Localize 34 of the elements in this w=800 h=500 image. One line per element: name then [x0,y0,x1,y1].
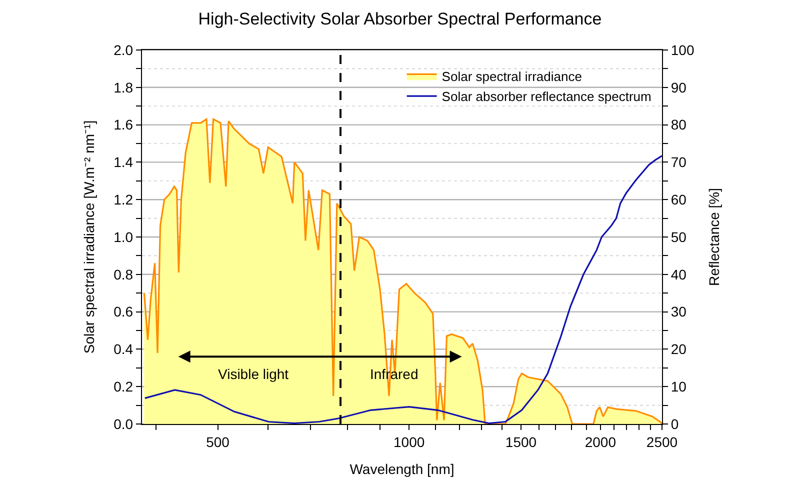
x-tick-label: 2000 [584,434,616,450]
y2-tick-label: 40 [670,266,687,282]
y2-tick-label: 80 [670,116,687,133]
x-tick-label: 1000 [394,434,425,450]
x-tick-label: 500 [206,434,230,450]
y2-tick-label: 70 [670,154,687,170]
y2-tick-label: 60 [670,192,687,208]
y-tick-label: 0.4 [114,341,134,358]
y-tick-label: 1.2 [114,192,134,208]
chart-title: High-Selectivity Solar Absorber Spectral Performance [198,9,602,28]
y2-tick-label: 0 [670,416,679,432]
annotation: Visible light [218,366,289,382]
y2-axis-title: Reflectance [%] [706,188,722,286]
y-tick-label: 0.8 [114,266,134,282]
y-tick-label: 1.0 [114,228,134,245]
x-tick-label: 2500 [646,434,678,450]
y-tick-label: 0.2 [114,378,134,394]
legend-label: Solar absorber reflectance spectrum [442,89,652,104]
y-axis-title: Solar spectral irradiance [W.m⁻² nm⁻¹] [81,120,98,354]
y-tick-label: 0.0 [114,416,134,432]
y2-tick-label: 10 [670,378,687,394]
y2-tick-label: 90 [670,79,687,96]
y-tick-label: 1.6 [114,116,134,133]
y-tick-label: 2.0 [114,42,134,58]
x-tick-label: 1500 [505,434,537,450]
y2-tick-label: 20 [670,341,687,358]
y-tick-label: 1.4 [114,154,134,170]
legend-label: Solar spectral irradiance [442,69,582,84]
x-axis-title: Wavelength [nm] [350,461,454,478]
y2-tick-label: 100 [670,42,694,58]
y-tick-label: 0.6 [114,304,134,320]
y2-tick-label: 30 [670,304,687,320]
y2-tick-label: 50 [670,228,687,245]
y-tick-label: 1.8 [114,79,134,96]
